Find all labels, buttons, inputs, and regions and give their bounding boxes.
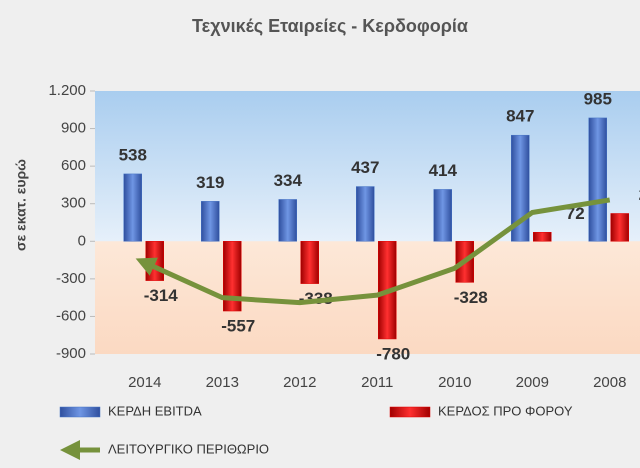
y-tick-label: -300 bbox=[56, 270, 86, 287]
x-tick-label: 2014 bbox=[128, 374, 161, 391]
data-label: -314 bbox=[144, 286, 179, 305]
x-tick-label: 2010 bbox=[438, 374, 471, 391]
y-tick-label: -900 bbox=[56, 345, 86, 362]
bar bbox=[610, 213, 629, 242]
x-tick-label: 2011 bbox=[361, 374, 393, 391]
x-tick-label: 2008 bbox=[593, 374, 626, 391]
y-tick-label: 600 bbox=[61, 157, 86, 174]
bar bbox=[223, 241, 242, 312]
bar bbox=[123, 173, 142, 242]
data-label: 319 bbox=[196, 173, 224, 192]
bar bbox=[356, 186, 375, 242]
x-tick-label: 2013 bbox=[206, 374, 239, 391]
bar bbox=[300, 241, 319, 284]
bar bbox=[278, 199, 297, 242]
legend-label: ΚΕΡΔΟΣ ΠΡΟ ΦΟΡΟΥ bbox=[438, 403, 573, 418]
data-label: 538 bbox=[119, 145, 147, 164]
chart-title: Τεχνικές Εταιρείες - Κερδοφορία bbox=[192, 16, 468, 36]
y-tick-label: 300 bbox=[61, 195, 86, 212]
data-label: 222 bbox=[639, 185, 640, 204]
x-tick-label: 2012 bbox=[283, 374, 316, 391]
data-label: 414 bbox=[429, 161, 458, 180]
data-label: 334 bbox=[274, 171, 303, 190]
y-tick-label: 900 bbox=[61, 120, 86, 137]
x-tick-label: 2009 bbox=[516, 374, 549, 391]
bar bbox=[433, 189, 452, 242]
data-label: -557 bbox=[221, 317, 255, 336]
y-tick-label: 0 bbox=[78, 232, 86, 249]
bar bbox=[533, 232, 552, 242]
legend-label: ΚΕΡΔΗ EBITDA bbox=[108, 403, 202, 418]
y-tick-label: 1.200 bbox=[48, 82, 86, 99]
bar bbox=[588, 117, 607, 242]
data-label: 847 bbox=[506, 107, 534, 126]
data-label: 437 bbox=[351, 158, 379, 177]
legend-swatch bbox=[389, 406, 431, 418]
data-label: 985 bbox=[584, 89, 612, 108]
y-tick-label: -600 bbox=[56, 307, 86, 324]
legend-label: ΛΕΙΤΟΥΡΓΙΚΟ ΠΕΡΙΘΩΡΙΟ bbox=[108, 441, 269, 456]
data-label: -780 bbox=[376, 344, 410, 363]
y-axis-label: σε εκατ. ευρώ bbox=[13, 159, 29, 251]
data-label: -328 bbox=[454, 288, 488, 307]
bar bbox=[145, 241, 164, 281]
line bbox=[135, 197, 611, 306]
bar bbox=[201, 201, 220, 242]
bar bbox=[511, 134, 530, 242]
legend-swatch bbox=[59, 406, 101, 418]
